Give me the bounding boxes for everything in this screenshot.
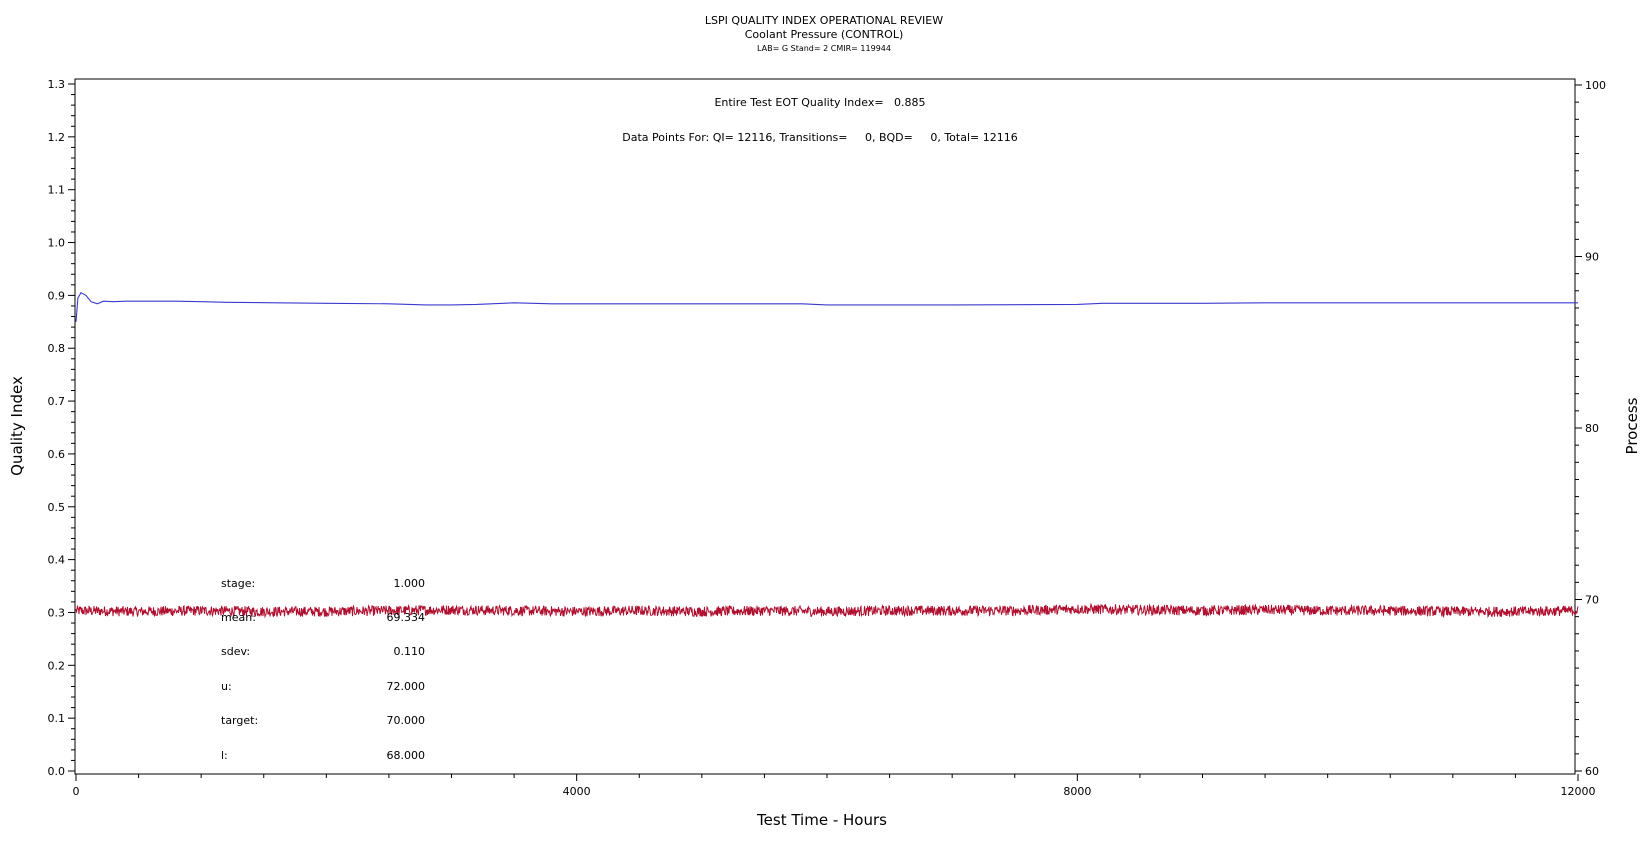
data-points-annotation: Data Points For: QI= 12116, Transitions=… bbox=[622, 131, 1017, 144]
y-axis-left-label: Quality Index bbox=[8, 376, 26, 476]
y-left-tick-label: 0.8 bbox=[48, 342, 66, 355]
y-left-tick-label: 0.5 bbox=[48, 501, 66, 514]
y-left-tick-label: 0.3 bbox=[48, 606, 66, 619]
y-left-tick-label: 1.2 bbox=[48, 131, 66, 144]
x-tick-label: 4000 bbox=[563, 785, 591, 798]
y-axis-right-label: Process bbox=[1623, 397, 1641, 454]
stat-value: 72.000 bbox=[387, 680, 426, 693]
y-left-tick-label: 0.1 bbox=[48, 712, 66, 725]
y-left-tick-label: 0.4 bbox=[48, 554, 66, 567]
y-left-tick-label: 0.2 bbox=[48, 659, 66, 672]
chart-title: LSPI QUALITY INDEX OPERATIONAL REVIEW bbox=[705, 14, 943, 27]
y-left-tick-label: 1.1 bbox=[48, 184, 66, 197]
x-tick-label: 8000 bbox=[1063, 785, 1091, 798]
x-tick-label: 12000 bbox=[1561, 785, 1596, 798]
quality-index-line bbox=[75, 291, 1578, 322]
stats-table: stage: 1.000 mean: 69.334 sdev: 0.110 u: 72.000… bbox=[221, 577, 425, 762]
chart-subtitle: Coolant Pressure (CONTROL) bbox=[745, 28, 904, 41]
chart-subtitle-meta: LAB= G Stand= 2 CMIR= 119944 bbox=[757, 44, 891, 53]
stat-label: stage: bbox=[221, 577, 255, 590]
stat-label: l: bbox=[221, 749, 228, 762]
stat-label: sdev: bbox=[221, 645, 250, 658]
y-right-tick-label: 80 bbox=[1585, 422, 1599, 435]
series-layer bbox=[75, 291, 1579, 619]
stat-value: 1.000 bbox=[394, 577, 426, 590]
axis-ticks: 0.0 0.1 0.2 0.3 0.4 0.5 0.6 0.7 0.8 0.9 1.0 1.1 1.2 1… bbox=[48, 78, 1607, 798]
y-right-tick-label: 70 bbox=[1585, 594, 1599, 607]
stat-value: 69.334 bbox=[387, 611, 426, 624]
y-right-tick-label: 100 bbox=[1585, 79, 1606, 92]
x-axis-label: Test Time - Hours bbox=[756, 811, 887, 829]
y-left-tick-label: 1.3 bbox=[48, 78, 66, 91]
x-tick-label: 0 bbox=[73, 785, 80, 798]
quality-index-annotation: Entire Test EOT Quality Index= 0.885 bbox=[714, 96, 925, 109]
y-left-tick-label: 0.0 bbox=[48, 765, 66, 778]
stat-label: target: bbox=[221, 714, 258, 727]
y-left-tick-label: 1.0 bbox=[48, 237, 66, 250]
y-right-tick-label: 90 bbox=[1585, 251, 1599, 264]
stat-value: 70.000 bbox=[387, 714, 426, 727]
y-right-tick-label: 60 bbox=[1585, 765, 1599, 778]
y-left-tick-label: 0.6 bbox=[48, 448, 66, 461]
y-left-tick-label: 0.7 bbox=[48, 395, 66, 408]
y-left-tick-label: 0.9 bbox=[48, 289, 66, 302]
process-line bbox=[75, 602, 1579, 619]
stat-label: u: bbox=[221, 680, 232, 693]
stat-value: 0.110 bbox=[394, 645, 426, 658]
plot-area bbox=[74, 78, 1576, 775]
stat-label: mean: bbox=[221, 611, 256, 624]
stat-value: 68.000 bbox=[387, 749, 426, 762]
